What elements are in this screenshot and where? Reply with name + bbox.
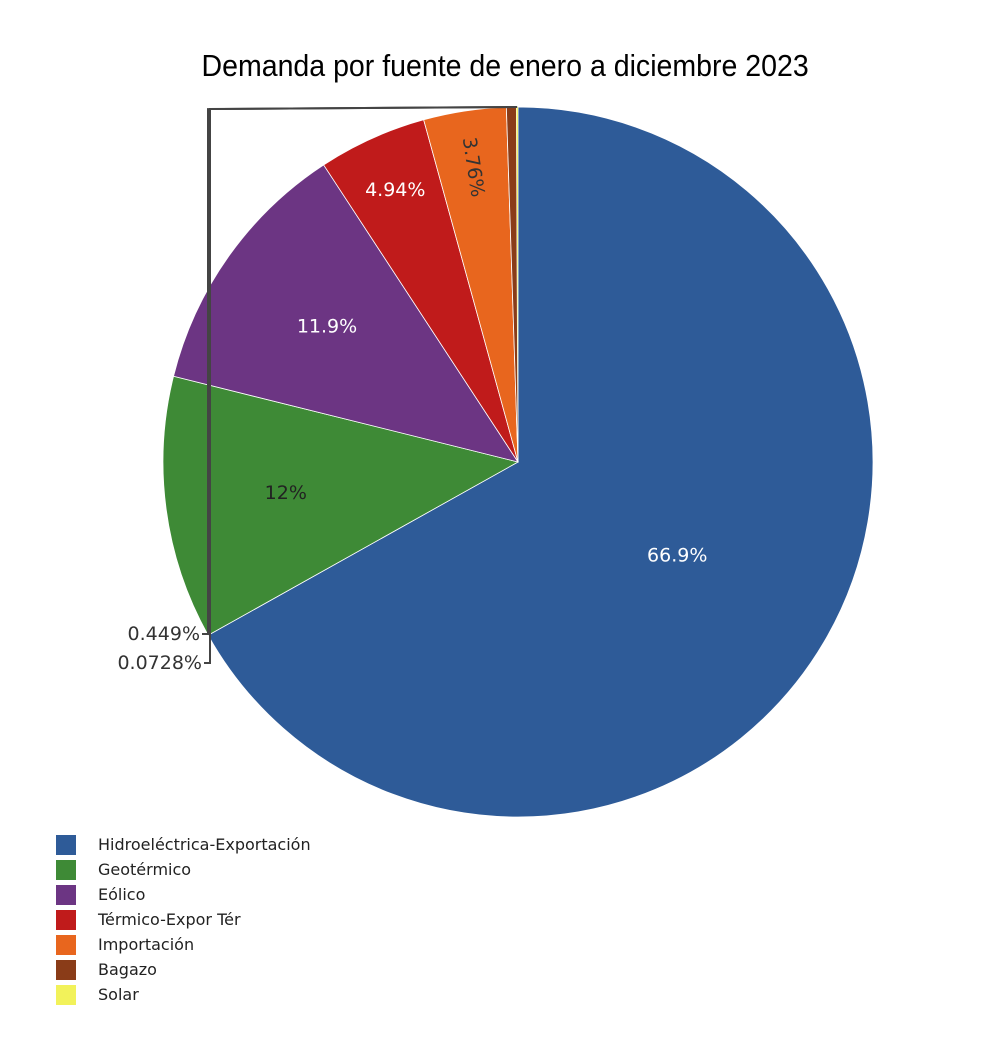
chart-title: Demanda por fuente de enero a diciembre … — [201, 48, 809, 83]
legend-label: Hidroeléctrica-Exportación — [98, 835, 311, 854]
slice-label-termico-expor-ter: 4.94% — [365, 179, 425, 201]
legend-swatch — [56, 834, 76, 855]
legend-label: Importación — [98, 935, 195, 954]
slice-label-geotermico: 12% — [265, 482, 307, 504]
legend-label: Solar — [98, 985, 139, 1004]
legend: Hidroeléctrica-Exportación Geotérmico Eóli… — [56, 832, 311, 1007]
legend-item-bagazo[interactable]: Bagazo — [56, 957, 311, 982]
pie-slice-geotermico[interactable] — [162, 375, 520, 636]
legend-swatch — [56, 909, 76, 930]
legend-swatch — [56, 934, 76, 955]
slice-label-bagazo: 0.449% — [128, 623, 200, 645]
legend-swatch — [56, 859, 76, 880]
legend-item-solar[interactable]: Solar — [56, 982, 311, 1007]
slice-label-solar: 0.0728% — [117, 652, 202, 674]
pie-slice-eolico[interactable] — [173, 164, 519, 463]
pie-slice-hidroelectrica-exportacion[interactable] — [207, 106, 874, 818]
slice-label-eolico: 11.9% — [297, 315, 357, 337]
legend-item-geotermico[interactable]: Geotérmico — [56, 857, 311, 882]
legend-item-termico-expor-ter[interactable]: Térmico-Expor Tér — [56, 907, 311, 932]
legend-item-eolico[interactable]: Eólico — [56, 882, 311, 907]
legend-item-hidroelectrica-exportacion[interactable]: Hidroeléctrica-Exportación — [56, 832, 311, 857]
legend-label: Geotérmico — [98, 860, 192, 879]
legend-label: Bagazo — [98, 960, 157, 979]
legend-label: Eólico — [98, 885, 146, 904]
leader-line-solar — [204, 106, 518, 664]
legend-swatch — [56, 884, 76, 905]
legend-swatch — [56, 984, 76, 1005]
slice-label-hidroelectrica-exportacion: 66.9% — [647, 544, 707, 566]
legend-swatch — [56, 959, 76, 980]
legend-label: Térmico-Expor Tér — [98, 910, 241, 929]
legend-item-importacion[interactable]: Importación — [56, 932, 311, 957]
